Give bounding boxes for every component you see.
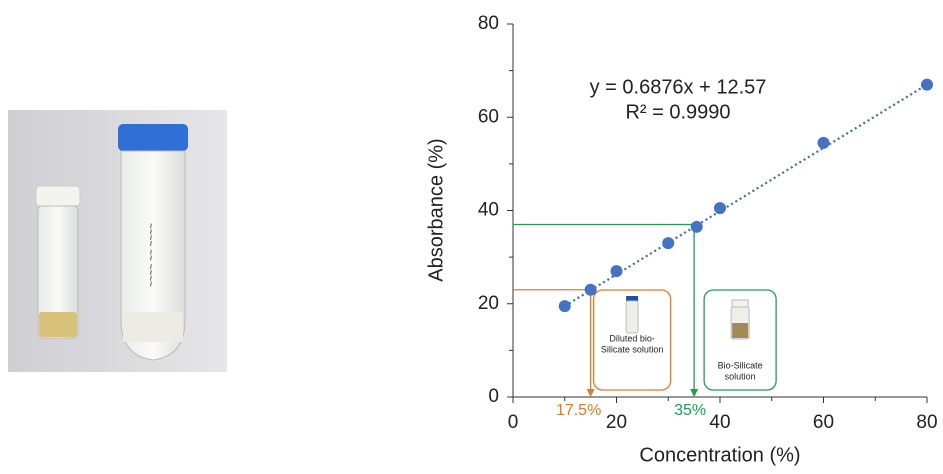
point	[585, 284, 597, 296]
y-tick-label: 80	[478, 13, 499, 34]
x-tick-label: 20	[606, 412, 627, 433]
x-axis-label: Concentration (%)	[639, 444, 800, 466]
figure: ~~~~ ~~ ~~~~ y = 0.6876x + 12.57 R² = 0.…	[0, 0, 943, 469]
point	[714, 202, 726, 214]
x-tick-label: 60	[813, 412, 834, 433]
r-squared: R² = 0.9990	[625, 101, 730, 123]
reference-arrow	[690, 389, 698, 397]
point	[818, 137, 830, 149]
svg-text:~~~~ ~~ ~~~~: ~~~~ ~~ ~~~~	[144, 223, 155, 287]
inset-caption: solution	[725, 371, 756, 381]
y-tick-label: 60	[478, 106, 499, 127]
reference-arrow	[587, 389, 595, 397]
x-tick-label: 80	[916, 412, 937, 433]
inset-tube	[626, 301, 638, 333]
inset-caption: Silicate solution	[601, 344, 664, 354]
x-tick-label: 0	[508, 412, 519, 433]
point	[662, 237, 674, 249]
reference-label: 35%	[674, 402, 706, 419]
inset-caption: Bio-Silicate	[718, 360, 763, 370]
point	[559, 300, 571, 312]
point	[611, 265, 623, 277]
equation: y = 0.6876x + 12.57	[590, 76, 767, 98]
inset-liquid	[732, 323, 748, 338]
y-tick-label: 0	[488, 386, 499, 407]
inset-cap	[626, 296, 638, 301]
inset-caption: Diluted bio-	[609, 333, 655, 343]
y-tick-label: 40	[478, 200, 499, 221]
inset-cap	[732, 300, 748, 307]
y-tick-label: 20	[478, 293, 499, 314]
point	[921, 79, 933, 91]
x-tick-label: 40	[709, 412, 730, 433]
photo: ~~~~ ~~ ~~~~	[8, 110, 227, 372]
reference-label: 17.5%	[556, 402, 601, 419]
point	[691, 221, 703, 233]
y-axis-label: Absorbance (%)	[425, 138, 447, 281]
